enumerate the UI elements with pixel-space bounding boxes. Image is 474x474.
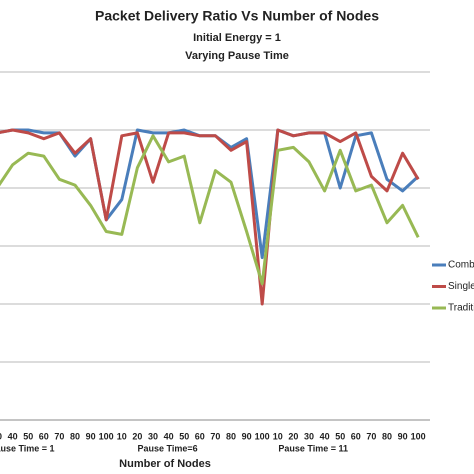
legend-label: Single M: [448, 281, 474, 292]
x-tick-label: 30: [148, 431, 158, 441]
x-tick-label: 30: [304, 431, 314, 441]
group-label: Pause Time=6: [138, 443, 198, 453]
x-tick-label: 60: [39, 431, 49, 441]
series-line: [0, 134, 420, 286]
legend-label: Combine: [448, 260, 474, 271]
x-tick-label: 100: [255, 431, 270, 441]
chart-subtitle: Varying Pause Time: [185, 50, 289, 62]
x-tick-label: 40: [8, 431, 18, 441]
x-axis-label: Number of Nodes: [119, 458, 211, 470]
x-tick-label: 100: [99, 431, 114, 441]
x-tick-label: 40: [164, 431, 174, 441]
series-line: [0, 128, 420, 306]
x-tick-label: 40: [320, 431, 330, 441]
x-tick-label: 60: [351, 431, 361, 441]
chart-title: Packet Delivery Ratio Vs Number of Nodes: [95, 8, 379, 24]
x-tick-label: 90: [242, 431, 252, 441]
group-label: Pause Time = 1: [0, 443, 55, 453]
x-tick-label: 70: [210, 431, 220, 441]
chart-subtitle: Initial Energy = 1: [193, 32, 281, 44]
legend-label: Traditio: [448, 303, 474, 314]
x-tick-label: 70: [54, 431, 64, 441]
x-tick-label: 70: [366, 431, 376, 441]
x-tick-label: 10: [273, 431, 283, 441]
x-tick-label: 50: [179, 431, 189, 441]
x-tick-label: 80: [70, 431, 80, 441]
group-label: Pause Time = 11: [278, 443, 348, 453]
x-tick-label: 90: [86, 431, 96, 441]
x-tick-label: 20: [132, 431, 142, 441]
x-tick-label: 100: [411, 431, 426, 441]
x-tick-label: 80: [226, 431, 236, 441]
x-tick-label: 30: [0, 431, 2, 441]
x-tick-label: 80: [382, 431, 392, 441]
x-tick-label: 20: [288, 431, 298, 441]
x-tick-label: 60: [195, 431, 205, 441]
x-tick-label: 10: [117, 431, 127, 441]
x-tick-label: 50: [335, 431, 345, 441]
x-tick-label: 90: [398, 431, 408, 441]
x-tick-label: 50: [23, 431, 33, 441]
